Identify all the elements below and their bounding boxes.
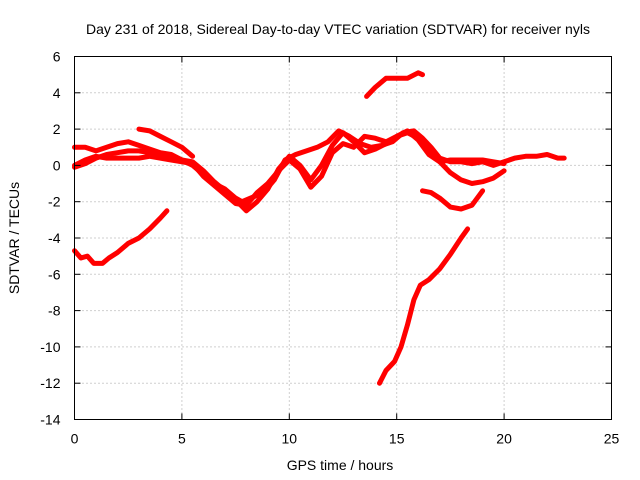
series-track-3 [72, 128, 507, 208]
series-track-7 [364, 70, 425, 99]
series-track-2 [72, 130, 507, 214]
y-tick-label: 6 [53, 49, 61, 65]
series-track-6 [72, 208, 170, 266]
chart-title: Day 231 of 2018, Sidereal Day-to-day VTE… [86, 21, 590, 37]
series-track-4 [136, 126, 196, 159]
y-tick-label: -4 [48, 230, 61, 246]
series-layer [72, 70, 567, 386]
y-tick-label: -14 [40, 412, 60, 428]
ticks: 0 5 10 15 20 25 -14 -12 -10 -8 -6 -4 -2 0 2 4 6 [40, 49, 619, 447]
y-tick-label: -6 [48, 266, 61, 282]
y-tick-label: -12 [40, 375, 60, 391]
x-tick-label: 25 [604, 431, 620, 447]
x-tick-label: 0 [71, 431, 79, 447]
series-track-8 [377, 226, 471, 386]
series-track-5 [420, 188, 486, 212]
x-tick-label: 5 [178, 431, 186, 447]
x-tick-label: 10 [282, 431, 298, 447]
x-tick-label: 20 [496, 431, 512, 447]
y-tick-label: 2 [53, 121, 61, 137]
y-tick-label: -2 [48, 194, 61, 210]
y-axis-label: SDTVAR / TECUs [6, 182, 22, 294]
x-axis-label: GPS time / hours [287, 457, 394, 473]
grid [74, 56, 612, 420]
y-tick-label: -8 [48, 303, 61, 319]
y-tick-label: -10 [40, 339, 60, 355]
y-tick-label: 4 [53, 85, 61, 101]
y-tick-label: 0 [53, 157, 61, 173]
x-tick-label: 15 [389, 431, 405, 447]
